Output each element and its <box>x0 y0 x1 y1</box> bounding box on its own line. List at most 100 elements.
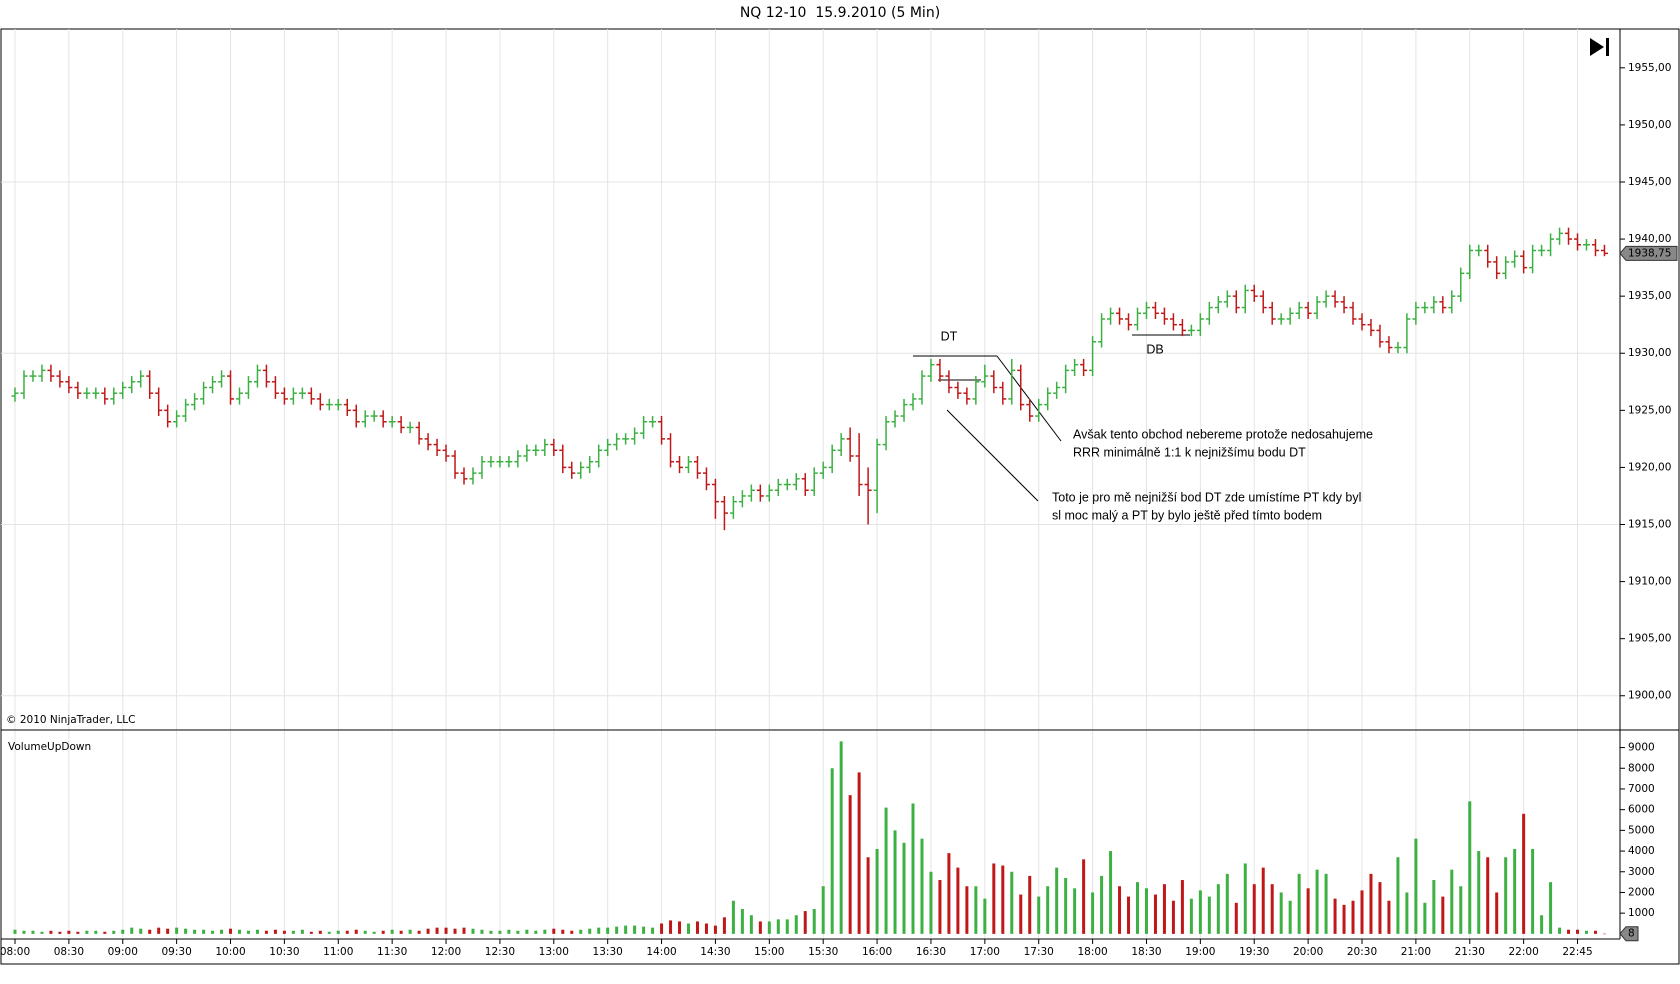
volume-bar <box>121 929 125 934</box>
volume-bar <box>1558 927 1562 934</box>
volume-bar <box>166 928 170 934</box>
volume-bar <box>552 928 556 934</box>
y-tick-label: 7000 <box>1628 783 1655 795</box>
x-tick-label: 11:00 <box>323 946 353 958</box>
x-tick-label: 19:00 <box>1185 946 1215 958</box>
volume-bar <box>812 909 816 934</box>
volume-bar <box>1423 902 1427 934</box>
volume-bar <box>929 871 933 934</box>
volume-bar <box>1360 890 1364 934</box>
volume-bar <box>220 929 224 934</box>
volume-bar <box>722 917 726 934</box>
volume-bar <box>112 930 116 934</box>
x-tick-label: 14:30 <box>700 946 730 958</box>
volume-bar <box>651 927 655 934</box>
volume-bar <box>1118 886 1122 934</box>
drawings <box>913 334 1190 502</box>
y-tick-label: 4000 <box>1628 845 1655 857</box>
chart-title: NQ 12-10 15.9.2010 (5 Min) <box>740 5 940 21</box>
volume-bar <box>516 930 520 934</box>
x-tick-label: 11:30 <box>377 946 407 958</box>
volume-bar <box>273 929 277 934</box>
volume-bar <box>525 929 529 934</box>
y-tick-label: 1940,00 <box>1628 233 1671 245</box>
volume-bar <box>246 930 250 934</box>
volume-bar <box>534 930 538 934</box>
volume-bar <box>76 931 80 934</box>
volume-bar <box>85 930 89 934</box>
y-tick-label: 9000 <box>1628 742 1655 754</box>
y-tick-label: 5000 <box>1628 824 1655 836</box>
x-tick-label: 15:00 <box>754 946 784 958</box>
frame <box>0 28 1680 965</box>
annotation: sl moc malý a PT by bylo ještě před tímt… <box>1052 508 1322 522</box>
volume-bar <box>866 857 870 934</box>
volume-bar <box>327 931 331 934</box>
volume-bar <box>202 929 206 934</box>
volume-bar <box>426 928 430 934</box>
y-tick-label: 1950,00 <box>1628 119 1671 131</box>
volume-bar <box>1198 890 1202 934</box>
volume-bar <box>1136 882 1139 934</box>
x-tick-label: 12:30 <box>485 946 515 958</box>
volume-bar <box>399 930 403 934</box>
volume-bar <box>1576 929 1580 934</box>
volume-bar <box>363 930 367 934</box>
volume-bar <box>920 838 924 934</box>
x-tick-label: 13:30 <box>593 946 623 958</box>
scroll-end-button[interactable] <box>1590 38 1609 56</box>
volume-bar <box>570 930 574 934</box>
volume-bar <box>713 925 717 934</box>
volume-bar <box>58 931 62 934</box>
volume-bar <box>731 900 735 934</box>
y-tick-label: 1910,00 <box>1628 576 1671 588</box>
volume-bar <box>1144 888 1148 934</box>
volume-bar <box>417 930 421 934</box>
volume-bar <box>1593 930 1597 934</box>
volume-bar <box>1495 892 1499 934</box>
annotation: Toto je pro mě nejnižší bod DT zde umíst… <box>1052 490 1361 504</box>
volume-bar <box>1567 929 1571 934</box>
volume-bar <box>965 886 969 934</box>
pointer-line <box>946 409 1039 502</box>
volume-bar <box>1396 857 1400 934</box>
annotation: DB <box>1146 342 1163 356</box>
copyright: © 2010 NinjaTrader, LLC <box>6 714 135 726</box>
volume-bar <box>776 919 780 934</box>
volume-bar <box>1324 873 1328 934</box>
volume-bar <box>1001 865 1005 934</box>
volume-bar <box>1019 894 1023 934</box>
volume-bar <box>1405 892 1409 934</box>
y-tick-label: 1945,00 <box>1628 176 1671 188</box>
volume-bar <box>1540 915 1544 934</box>
volume-bar <box>1073 888 1077 934</box>
volume-bar <box>130 927 134 934</box>
volume-bar <box>1414 838 1418 934</box>
volume-bar <box>830 768 834 934</box>
volume-bar <box>139 928 143 934</box>
volume-bar <box>695 921 699 934</box>
volume-bar <box>1180 880 1184 934</box>
volume-bar <box>1207 896 1211 934</box>
volume-bar <box>543 929 547 934</box>
pointer-line <box>996 355 1062 442</box>
volume-bar <box>264 930 268 934</box>
volume-bar <box>1531 848 1535 934</box>
volume-bar <box>49 930 53 934</box>
volume-bar <box>848 795 852 934</box>
volume-bar <box>606 927 610 934</box>
volume-bar <box>642 926 646 934</box>
volume-bar <box>1189 898 1193 934</box>
y-tick-label: 1905,00 <box>1628 633 1671 645</box>
volume-bar <box>704 923 708 934</box>
volume-bar <box>345 930 349 934</box>
volume-bar <box>1082 859 1086 934</box>
volume-bar <box>1549 882 1553 934</box>
volume-bar <box>660 923 664 934</box>
y-tick-label: 1925,00 <box>1628 404 1671 416</box>
x-tick-label: 18:30 <box>1131 946 1161 958</box>
volume-bar <box>1378 882 1382 934</box>
last-price-tag <box>1619 245 1678 261</box>
volume-bar <box>1477 851 1481 934</box>
